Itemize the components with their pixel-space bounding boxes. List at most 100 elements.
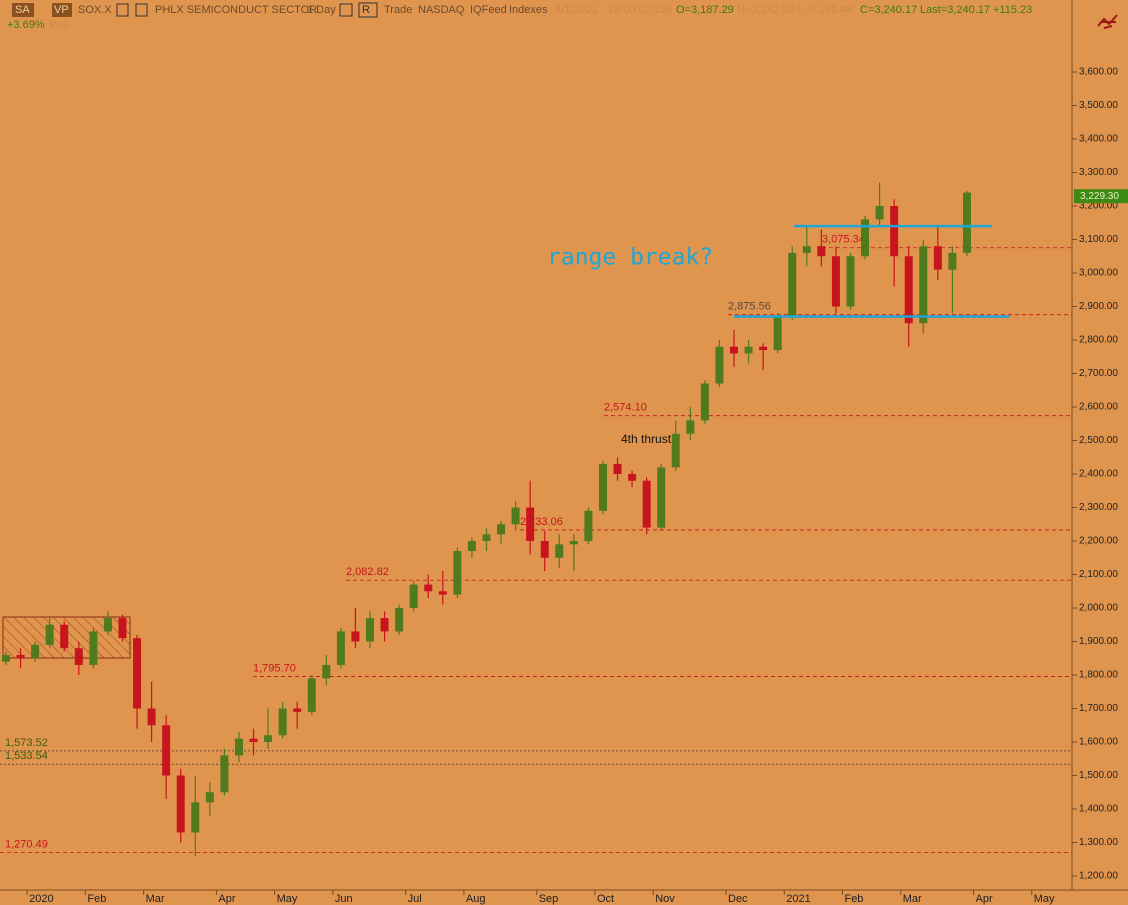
x-tick-label: Nov [655, 893, 675, 905]
candle-body [657, 467, 666, 528]
y-tick-label: 1,600.00 [1079, 737, 1118, 748]
x-tick-label: Mar [146, 893, 165, 905]
candle-body [147, 708, 156, 726]
candle-body [686, 420, 695, 434]
candle-body [628, 474, 637, 481]
candle-body [424, 584, 433, 592]
candle-body [671, 433, 680, 468]
candle-body [453, 551, 462, 595]
dropdown[interactable] [135, 3, 148, 17]
candle-body [482, 534, 491, 541]
candle-body [278, 708, 287, 736]
last: Last=3,240.17 [920, 4, 990, 16]
r-box[interactable] [358, 2, 378, 18]
x-tick-label: 2021 [786, 893, 810, 905]
candle-body [802, 246, 811, 253]
candle-body [45, 624, 54, 645]
x-tick-label: Apr [218, 893, 235, 905]
candle-body [336, 631, 345, 665]
change-pct: +3.69% [7, 19, 45, 31]
candle-body [598, 463, 607, 511]
dropdown[interactable] [116, 3, 129, 17]
candle-body [322, 664, 331, 679]
candle-body [89, 631, 98, 665]
candle-body [74, 648, 83, 665]
description: PHLX SEMICONDUCT SECTOR [155, 4, 317, 16]
low: L=3,180.48 [797, 4, 852, 16]
annotation: 4th thrust [621, 432, 672, 446]
y-tick-label: 1,200.00 [1079, 871, 1118, 882]
y-tick-label: 1,800.00 [1079, 670, 1118, 681]
y-tick-label: 1,700.00 [1079, 703, 1118, 714]
candle-body [861, 219, 870, 257]
candle-body [395, 608, 404, 632]
candle-body [366, 618, 374, 642]
y-tick-label: 2,500.00 [1079, 435, 1118, 446]
x-tick-label: 2020 [29, 893, 53, 905]
time: 16:00:02.136 [608, 4, 672, 16]
x-tick-label: Aug [466, 893, 486, 905]
candle-body [642, 480, 651, 528]
y-tick-label: 2,400.00 [1079, 469, 1118, 480]
y-tick-label: 2,800.00 [1079, 335, 1118, 346]
mode: Trade [384, 4, 412, 16]
candle-body [817, 246, 826, 257]
y-tick-label: 3,200.00 [1079, 201, 1118, 212]
candle-body [962, 192, 971, 253]
candle-body [846, 256, 855, 307]
symbol-box[interactable] [12, 3, 34, 17]
candle-body [700, 383, 709, 421]
exchange: NASDAQ [418, 4, 465, 16]
candle-body [249, 738, 258, 742]
r-box-text: R [362, 4, 370, 16]
candle-body [307, 678, 316, 712]
candle-body [409, 584, 418, 608]
open: O=3,187.29 [676, 4, 734, 16]
y-tick-label: 3,600.00 [1079, 67, 1118, 78]
candle-body [788, 252, 797, 317]
x-tick-label: Sep [539, 893, 559, 905]
candle-body [744, 346, 753, 354]
y-tick-label: 2,200.00 [1079, 536, 1118, 547]
x-tick-label: Apr [976, 893, 993, 905]
candle-body [933, 246, 942, 270]
candle-body [380, 618, 389, 632]
level-label: 3,075.34 [822, 234, 865, 246]
candle-body [191, 802, 200, 833]
symbol: SOX.X [78, 4, 112, 16]
y-tick-label: 3,100.00 [1079, 234, 1118, 245]
y-tick-label: 2,900.00 [1079, 301, 1118, 312]
x-tick-label: Dec [728, 893, 748, 905]
x-tick-label: Feb [87, 893, 106, 905]
vp-box[interactable] [52, 3, 72, 17]
y-tick-label: 3,000.00 [1079, 268, 1118, 279]
y-tick-label: 2,700.00 [1079, 368, 1118, 379]
candle-body [919, 246, 928, 324]
x-tick-label: Feb [844, 893, 863, 905]
group: Indexes [509, 4, 548, 16]
y-tick-label: 1,300.00 [1079, 837, 1118, 848]
candle-body [497, 524, 506, 535]
candle-body [904, 256, 913, 324]
y-tick-label: 3,400.00 [1079, 134, 1118, 145]
tool-icon[interactable] [1097, 14, 1118, 29]
y-tick-label: 3,500.00 [1079, 100, 1118, 111]
x-tick-label: May [277, 893, 298, 905]
candle-body [176, 775, 185, 833]
candle-body [234, 738, 243, 756]
last-tag-label: 3,229.30 [1080, 191, 1119, 202]
date: 4/1/2021 [555, 4, 598, 16]
level-label: 1,795.70 [253, 662, 296, 674]
candle-body [118, 618, 127, 639]
dropdown[interactable] [339, 3, 353, 17]
candle-body [264, 735, 273, 742]
candle-body [540, 541, 549, 558]
y-tick-label: 3,300.00 [1079, 167, 1118, 178]
candle-body [613, 463, 622, 474]
candle-body [773, 316, 782, 351]
level-label: 2,875.56 [728, 301, 771, 313]
feed: IQFeed [470, 4, 507, 16]
candle-body [351, 631, 360, 642]
candle-body [162, 725, 171, 776]
last-tag-box [1074, 189, 1128, 204]
